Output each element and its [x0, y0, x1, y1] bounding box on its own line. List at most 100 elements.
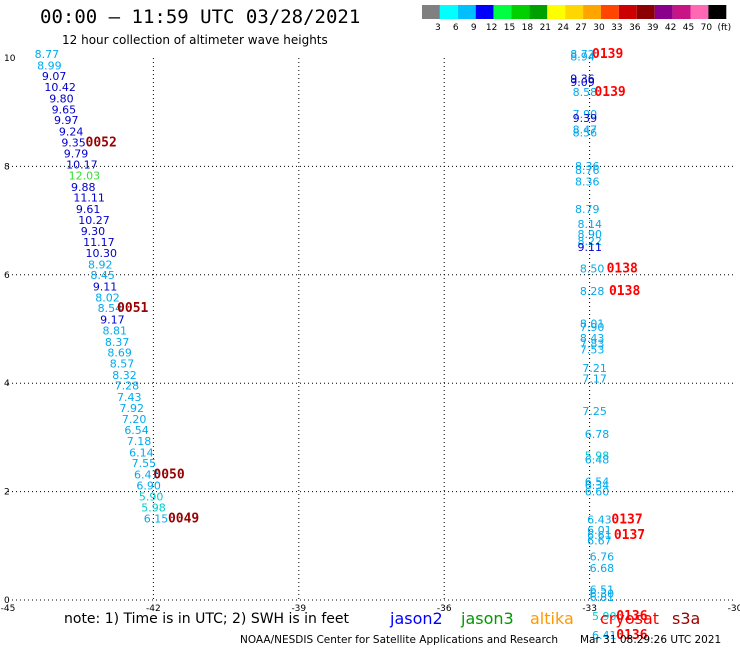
wave-height-value: 9.97	[54, 114, 79, 127]
colorbar-swatch	[493, 5, 512, 19]
wave-height-value: 7.18	[127, 435, 152, 448]
wave-height-value: 5.98	[141, 502, 166, 515]
chart-subtitle: 12 hour collection of altimeter wave hei…	[62, 33, 328, 47]
wave-height-value: 8.92	[88, 258, 113, 271]
wave-height-value: 8.90	[577, 228, 602, 241]
wave-height-value: 6.14	[129, 446, 154, 459]
wave-height-value: 6.43	[587, 514, 612, 527]
wave-height-value: 7.53	[580, 343, 605, 356]
wave-height-value: 6.68	[590, 562, 615, 575]
wave-height-value: 9.61	[76, 203, 101, 216]
wave-height-value: 7.28	[115, 380, 140, 393]
wave-height-value: 6.34	[585, 479, 610, 492]
y-tick-label: 6	[4, 271, 10, 281]
legend-item-jason2: jason2	[390, 609, 443, 628]
wave-height-value: 9.39	[573, 112, 598, 125]
wave-height-value: 6.81	[590, 591, 615, 604]
wave-height-value: 7.25	[582, 405, 607, 418]
colorbar-swatch	[422, 5, 440, 19]
wave-height-value: 6.60	[585, 485, 610, 498]
wave-height-value: 6.47	[134, 469, 159, 482]
x-tick-label: -36	[437, 604, 452, 614]
wave-height-value: 8.28	[580, 285, 605, 298]
wave-height-value: 9.79	[64, 148, 88, 161]
wave-height-value: 8.47	[573, 123, 598, 136]
legend-item-s3a: s3a	[672, 609, 701, 628]
wave-height-value: 10.42	[44, 81, 76, 94]
colorbar-swatch	[565, 5, 584, 19]
colorbar-swatch	[511, 5, 530, 19]
wave-height-value: 9.17	[100, 314, 125, 327]
wave-height-value: 8.50	[580, 263, 605, 276]
wave-height-value: 9.35	[61, 136, 86, 149]
wave-height-value: 9.88	[71, 181, 96, 194]
wave-height-value: 9.36	[570, 72, 595, 85]
wave-height-value: 9.65	[52, 103, 76, 116]
wave-height-value: 9.07	[42, 70, 67, 83]
colorbar-swatch	[618, 5, 637, 19]
wave-height-value: 9.80	[49, 92, 74, 105]
colorbar-label: 18	[522, 23, 534, 33]
wave-height-value: 6.54	[585, 476, 610, 489]
wave-height-value: 8.37	[105, 336, 130, 349]
wave-height-value: 6.51	[590, 583, 615, 596]
colorbar-label: 39	[647, 23, 659, 33]
colorbar-label: (ft)	[718, 23, 732, 33]
wave-height-value: 7.43	[117, 391, 142, 404]
colorbar-swatch	[601, 5, 619, 19]
y-tick-label: 2	[4, 488, 10, 498]
wave-height-value: 5.90	[592, 610, 617, 623]
wave-height-value: 10.17	[66, 159, 98, 172]
footer-note: note: 1) Time is in UTC; 2) SWH is in fe…	[64, 611, 350, 627]
timestamp: Mar 31 08:29:26 UTC 2021	[580, 634, 722, 646]
x-tick-label: -30	[728, 604, 740, 614]
wave-height-values: 8.778.999.0710.429.809.659.979.249.359.7…	[35, 48, 617, 642]
colorbar-label: 33	[611, 23, 622, 33]
colorbar-swatch	[636, 5, 655, 19]
colorbar-label: 21	[540, 23, 551, 33]
pass-labels: 0052 0051 0050 0049 0139 0139 0138 0138 01370137…	[86, 47, 648, 643]
wave-height-value: 9.11	[93, 281, 118, 294]
chart-title: 00:00 – 11:59 UTC 03/28/2021	[40, 6, 361, 28]
colorbar-label: 45	[683, 23, 694, 33]
credit-line: NOAA/NESDIS Center for Satellite Applica…	[240, 634, 558, 646]
wave-height-value: 6.54	[124, 424, 149, 437]
wave-height-value: 6.01	[587, 524, 612, 537]
colorbar-label: 12	[486, 23, 497, 33]
colorbar-swatch	[547, 5, 566, 19]
wave-height-value: 7.83	[580, 337, 605, 350]
wave-height-value: 7.55	[132, 457, 157, 470]
wave-height-value: 9.09	[570, 76, 595, 89]
pass-number-label: 0136	[616, 609, 647, 624]
pass-number-label: 0137	[614, 528, 645, 543]
wave-height-value: 8.36	[575, 175, 600, 188]
wave-height-value: 6.61	[587, 529, 612, 542]
wave-height-value: 11.17	[83, 236, 115, 249]
colorbar-label: 3	[435, 23, 441, 33]
wave-height-value: 6.67	[587, 535, 612, 548]
wave-height-value: 11.11	[73, 192, 105, 205]
colorbar-label: 6	[453, 23, 459, 33]
legend-item-altika: altika	[530, 609, 574, 628]
wave-height-value: 8.54	[98, 302, 123, 315]
colorbar-swatch	[583, 5, 601, 19]
wave-height-value: 8.99	[37, 59, 62, 72]
wave-height-value: 5.90	[139, 490, 164, 503]
pass-number-label: 0049	[168, 511, 199, 526]
wave-height-value: 8.81	[103, 324, 128, 337]
colorbar-label: 9	[471, 23, 477, 33]
wave-height-value: 8.22	[577, 235, 602, 248]
wave-height-value: 8.72	[570, 48, 595, 61]
pass-number-label: 0138	[609, 284, 640, 299]
y-tick-label: 0	[4, 596, 10, 606]
colorbar-swatch	[475, 5, 494, 19]
y-tick-label: 4	[4, 379, 10, 389]
pass-number-label: 0138	[607, 262, 638, 277]
colorbar-swatch	[529, 5, 548, 19]
colorbar: 3 6 9 12 15 18 21 24 27 30 33 36 39 42 45 70 (ft)	[422, 5, 731, 33]
wave-height-value: 10.30	[86, 247, 118, 260]
colorbar-swatch	[457, 5, 476, 19]
wave-height-value: 7.92	[119, 402, 143, 415]
wave-height-value: 8.76	[575, 164, 600, 177]
wave-height-value: 9.24	[59, 126, 84, 139]
